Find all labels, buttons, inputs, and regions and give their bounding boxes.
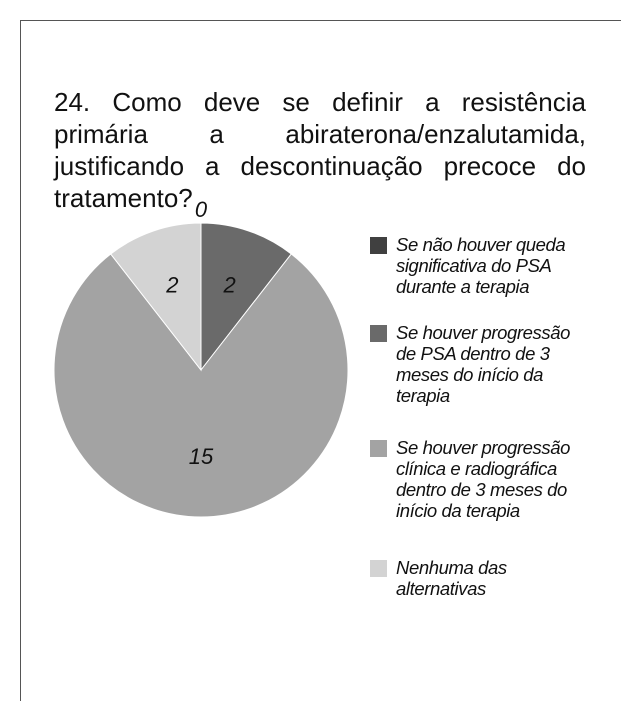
legend-item: Nenhuma das alternativas — [370, 557, 582, 599]
legend-item: Se não houver queda significativa do PSA… — [370, 234, 582, 297]
data-label: 2 — [223, 272, 236, 297]
pie-slice — [200, 222, 292, 372]
legend-label: Se não houver queda significativa do PSA… — [396, 234, 566, 297]
data-label: 0 — [195, 197, 208, 222]
legend-swatch — [370, 237, 387, 254]
legend-label: Nenhuma das alternativas — [396, 557, 507, 599]
legend-item: Se houver progressão de PSA dentro de 3 … — [370, 322, 582, 406]
pie-slice — [53, 253, 349, 518]
data-label: 15 — [189, 444, 214, 469]
data-label: 2 — [165, 272, 178, 297]
legend-label: Se houver progressão clínica e radiográf… — [396, 437, 571, 521]
page: 24. Como deve se definir a resistência p… — [20, 20, 621, 701]
legend-swatch — [370, 440, 387, 457]
legend-swatch — [370, 325, 387, 342]
frame — [20, 20, 621, 701]
chart-title: 24. Como deve se definir a resistência p… — [54, 87, 586, 213]
pie-slice — [110, 222, 202, 372]
chart: 0 2 15 2 — [53, 197, 349, 518]
legend-label: Se houver progressão de PSA dentro de 3 … — [396, 322, 571, 406]
legend-swatch — [370, 560, 387, 577]
legend-item: Se houver progressão clínica e radiográf… — [370, 437, 582, 521]
